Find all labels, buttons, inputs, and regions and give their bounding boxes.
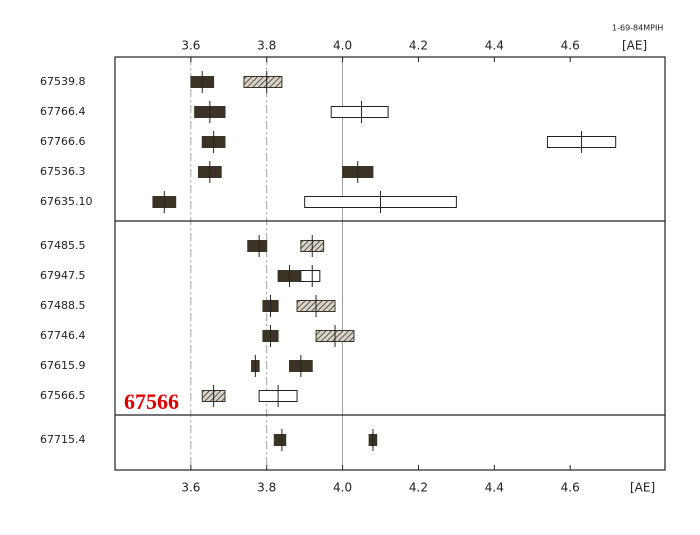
x-tick-label: 4.4 xyxy=(485,481,504,495)
row-label: 67539.8 xyxy=(40,75,86,88)
x-tick-label: 3.6 xyxy=(181,39,200,53)
x-tick-label: 3.6 xyxy=(181,481,200,495)
annotation: 67566 xyxy=(124,389,179,414)
plot-frame xyxy=(114,56,666,471)
row-label: 67766.6 xyxy=(40,135,86,148)
range-box xyxy=(300,270,321,282)
range-box xyxy=(243,76,283,88)
row-label: 67635.10 xyxy=(40,195,93,208)
x-tick-label: 4.0 xyxy=(333,39,352,53)
row-label: 67715.4 xyxy=(40,433,86,446)
x-tick-label: 3.8 xyxy=(257,39,276,53)
row-label: 67536.3 xyxy=(40,165,86,178)
row-label: 67566.5 xyxy=(40,389,86,402)
row-label: 67488.5 xyxy=(40,299,86,312)
x-tick-label: 4.6 xyxy=(561,39,580,53)
row-label: 67615.9 xyxy=(40,359,86,372)
range-box xyxy=(273,434,287,446)
row-label: 67766.4 xyxy=(40,105,86,118)
row-label: 67485.5 xyxy=(40,239,86,252)
axis-unit: [AE] xyxy=(630,481,655,495)
x-tick-label: 4.2 xyxy=(409,39,428,53)
axis-unit: [AE] xyxy=(622,39,647,53)
range-box xyxy=(330,106,389,118)
row-label: 67947.5 xyxy=(40,269,86,282)
x-tick-label: 4.4 xyxy=(485,39,504,53)
x-tick-label: 4.6 xyxy=(561,481,580,495)
x-tick-label: 4.2 xyxy=(409,481,428,495)
range-box xyxy=(247,240,268,252)
header: 1-69-84MPIH xyxy=(612,24,663,33)
row-label: 67746.4 xyxy=(40,329,86,342)
x-tick-label: 4.0 xyxy=(333,481,352,495)
x-tick-label: 3.8 xyxy=(257,481,276,495)
